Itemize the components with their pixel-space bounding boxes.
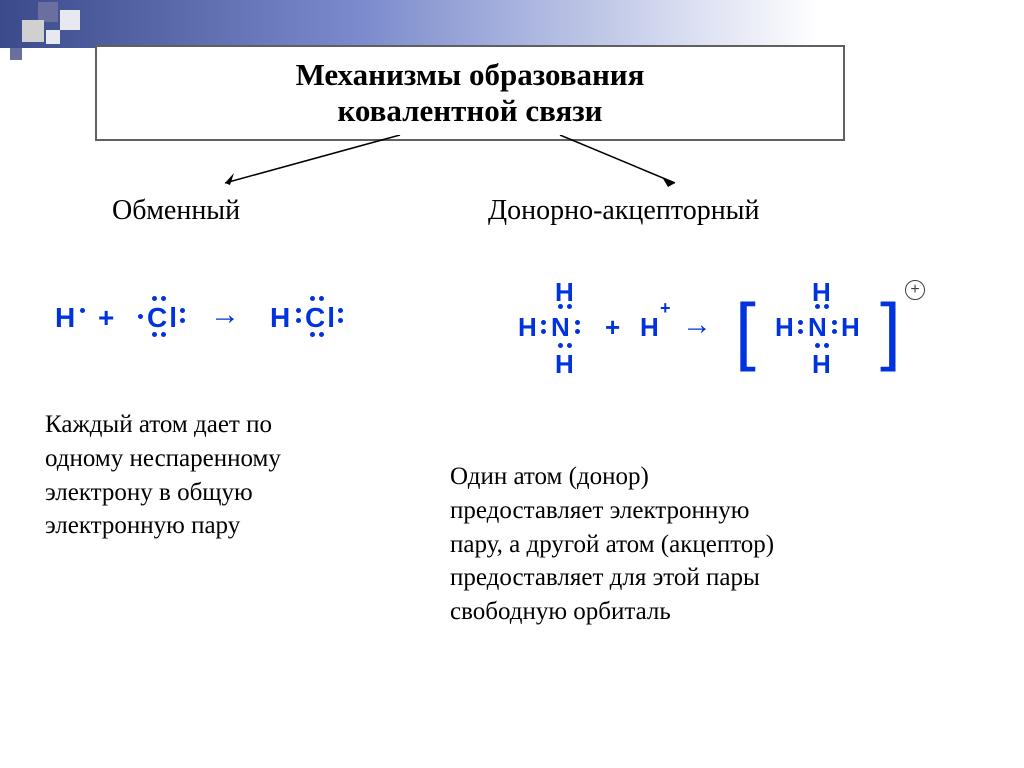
exch-dot xyxy=(296,308,301,313)
donor-desc-l3: пару, а другой атом (акцептор) xyxy=(450,531,774,558)
donor-dot xyxy=(575,329,580,334)
donor-dot xyxy=(815,343,820,348)
donor-dot xyxy=(567,343,572,348)
donor-arrow: → xyxy=(682,308,712,342)
exch-dot xyxy=(161,332,166,337)
exch-dot xyxy=(138,314,143,319)
exch-H-dot xyxy=(80,308,85,313)
donor-dot xyxy=(815,304,820,309)
exch-dot xyxy=(152,332,157,337)
exchange-label: Обменный xyxy=(112,195,240,227)
donor-desc-l2: предоставляет электронную xyxy=(450,497,749,524)
donor-NH3-Hleft: H xyxy=(518,312,539,343)
donor-dot xyxy=(798,329,803,334)
exchange-desc: Каждый атом дает по одному неспаренному … xyxy=(45,408,395,543)
exch-desc-l4: электронную пару xyxy=(45,512,240,539)
donor-desc-l5: свободную орбиталь xyxy=(450,598,671,625)
donor-dot xyxy=(541,329,546,334)
exch-dot xyxy=(180,318,185,323)
donor-Hplus-charge: + xyxy=(660,298,673,319)
donor-NH4-Hbot: H xyxy=(812,349,833,380)
donor-dot xyxy=(832,320,837,325)
exch-arrow: → xyxy=(210,298,240,332)
donor-Hplus: H xyxy=(640,312,661,343)
donor-NH4-Hright: H xyxy=(841,312,862,343)
donor-desc-l4: предоставляет для этой пары xyxy=(450,564,760,591)
donor-dot xyxy=(824,343,829,348)
exch-dot xyxy=(319,296,324,301)
exch-desc-l3: электрону в общую xyxy=(45,479,253,506)
donor-desc: Один атом (донор) предоставляет электрон… xyxy=(450,460,950,629)
branch-arrows xyxy=(200,135,800,195)
exch-dot xyxy=(319,332,324,337)
donor-dot xyxy=(798,320,803,325)
donor-plus: + xyxy=(605,312,622,343)
donor-NH3-N: N xyxy=(551,312,572,343)
exch-dot xyxy=(180,308,185,313)
exch-dot xyxy=(338,318,343,323)
donor-desc-l1: Один атом (донор) xyxy=(450,463,649,490)
donor-NH3-Hbot: H xyxy=(555,349,576,380)
donor-dot xyxy=(558,304,563,309)
title-line2: ковалентной связи xyxy=(117,93,823,129)
donor-dot xyxy=(558,343,563,348)
title-box: Механизмы образования ковалентной связи xyxy=(95,45,845,141)
donor-dot xyxy=(832,329,837,334)
exch-HCl-Cl: Cl xyxy=(305,302,337,334)
exch-dot xyxy=(338,308,343,313)
exch-dot xyxy=(161,296,166,301)
exch-dot xyxy=(152,296,157,301)
exch-Cl: Cl xyxy=(147,302,179,334)
donor-NH4-Hleft: H xyxy=(775,312,796,343)
donor-dot xyxy=(575,320,580,325)
exch-desc-l2: одному неспаренному xyxy=(45,445,281,472)
exch-dot xyxy=(296,318,301,323)
donor-NH3-Htop: H xyxy=(555,277,576,308)
donor-dot xyxy=(567,304,572,309)
exch-plus: + xyxy=(98,302,116,334)
donor-NH4-N: N xyxy=(808,312,829,343)
exch-H: H xyxy=(55,302,77,334)
bracket-left: [ xyxy=(735,287,756,373)
donor-dot xyxy=(541,320,546,325)
exch-HCl-H: H xyxy=(270,302,292,334)
donor-NH4-Htop: H xyxy=(812,277,833,308)
exch-dot xyxy=(310,332,315,337)
title-line1: Механизмы образования xyxy=(117,57,823,93)
header-gradient xyxy=(0,0,1024,48)
exch-dot xyxy=(310,296,315,301)
donor-dot xyxy=(824,304,829,309)
donor-acceptor-label: Донорно-акцепторный xyxy=(488,195,759,227)
bracket-right: ] xyxy=(880,287,901,373)
nh4-charge-icon: + xyxy=(905,280,925,300)
exch-desc-l1: Каждый атом дает по xyxy=(45,411,272,438)
